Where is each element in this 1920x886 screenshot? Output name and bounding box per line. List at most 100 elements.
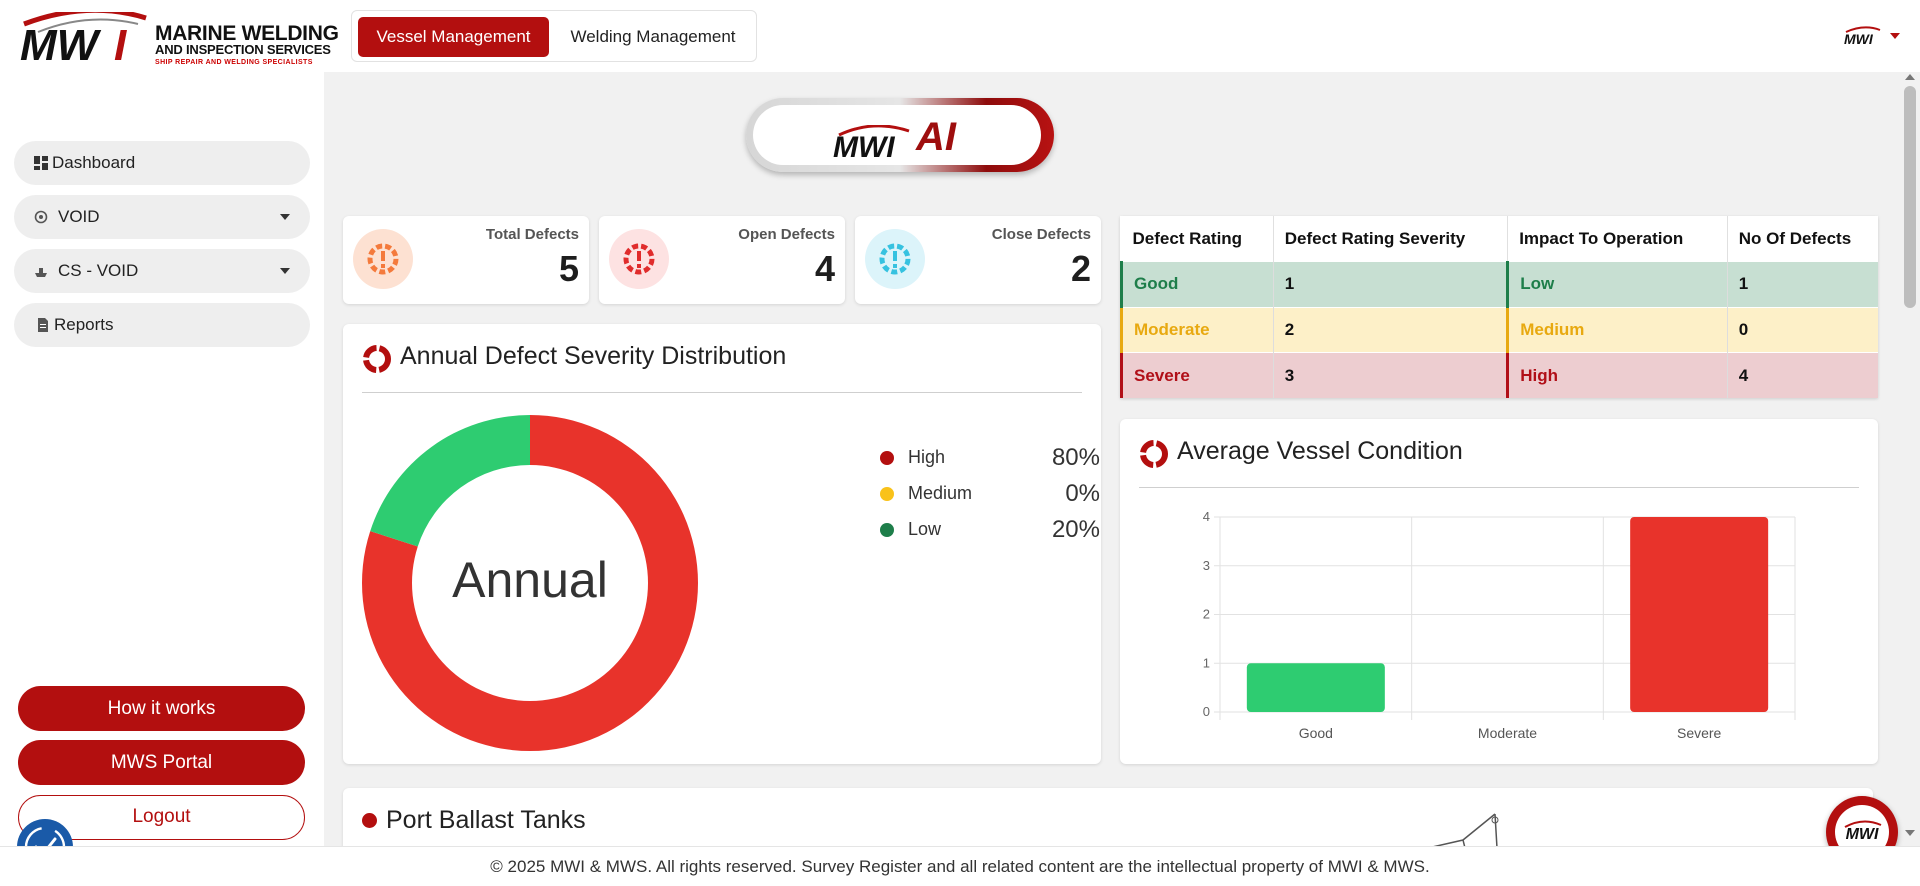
bar-good[interactable]	[1246, 663, 1385, 712]
severity-cell: 2	[1272, 306, 1508, 353]
column-header: Defect Rating	[1121, 216, 1274, 262]
count-cell: 4	[1726, 352, 1878, 398]
stat-title: Open Defects	[738, 226, 835, 243]
defect-gear-icon	[865, 229, 925, 289]
x-tick-label: Good	[1299, 725, 1333, 741]
rating-cell: Good	[1120, 261, 1274, 307]
user-menu[interactable]: MWI	[1838, 26, 1900, 46]
card-title: Annual Defect Severity Distribution	[400, 342, 787, 370]
sidebar-item-cs-void[interactable]: CS - VOID	[14, 249, 310, 293]
mwi-ring-icon	[363, 345, 391, 373]
ship-icon	[35, 268, 47, 277]
donut-slice-high[interactable]	[362, 415, 698, 752]
cycle-icon	[34, 210, 48, 224]
chevron-down-icon	[280, 214, 290, 220]
mwi-logo-mark: MW I	[20, 12, 147, 64]
scroll-down-icon[interactable]	[1905, 830, 1915, 836]
defect-gear-icon	[609, 229, 669, 289]
scroll-up-icon[interactable]	[1905, 74, 1915, 80]
stat-card-close-defects: Close Defects 2	[855, 216, 1101, 304]
severity-cell: 1	[1272, 261, 1508, 307]
crane-illustration-icon	[1433, 813, 1499, 846]
sidebar-item-dashboard[interactable]: Dashboard	[14, 141, 310, 185]
table-row: Moderate 2 Medium 0	[1120, 306, 1878, 353]
severity-cell: 3	[1272, 352, 1508, 398]
bar-severe[interactable]	[1630, 517, 1769, 712]
impact-cell: Medium	[1506, 306, 1728, 353]
tab-welding-management[interactable]: Welding Management	[570, 27, 736, 46]
module-tabs: Vessel Management Welding Management	[351, 10, 757, 62]
mwi-ai-badge[interactable]: MWI AI	[746, 98, 1054, 172]
column-header: No Of Defects	[1727, 216, 1878, 262]
sidebar-item-label: Reports	[54, 315, 114, 334]
vessel-condition-bar-chart: 0 1 2 3 4 Good Moderate Severe	[1203, 509, 1796, 741]
sidebar-item-label: CS - VOID	[58, 261, 139, 280]
section-bullet-icon	[362, 813, 377, 828]
y-tick-label: 1	[1203, 655, 1210, 670]
brand-line-3: SHIP REPAIR AND WELDING SPECIALISTS	[155, 59, 313, 66]
dashboard-icon	[34, 156, 48, 170]
legend-label: Medium	[908, 483, 973, 503]
main-scrollbar[interactable]	[1900, 72, 1920, 846]
main-content: MWI AI Total Defects 5 Open Defects 4 Cl…	[324, 72, 1900, 846]
sidebar-item-reports[interactable]: Reports	[14, 303, 310, 347]
stat-value: 2	[1070, 248, 1091, 289]
x-tick-label: Moderate	[1478, 725, 1537, 741]
table-header-row: Defect Rating Defect Rating Severity Imp…	[1121, 216, 1878, 262]
severity-donut-chart: Annual	[362, 415, 698, 752]
svg-text:MWI: MWI	[1846, 826, 1879, 843]
column-header: Impact To Operation	[1507, 216, 1728, 262]
brand-line-1: MARINE WELDING	[155, 22, 339, 45]
legend-item-low: Low 20%	[880, 516, 1100, 543]
card-title: Average Vessel Condition	[1177, 437, 1463, 465]
y-tick-label: 0	[1203, 704, 1210, 719]
donut-slice-low[interactable]	[370, 415, 530, 547]
mwi-ai-logo-mark: MWI	[833, 125, 910, 159]
legend-percent: 0%	[1065, 480, 1100, 507]
mws-portal-button[interactable]: MWS Portal	[18, 740, 305, 785]
legend-dot	[880, 487, 894, 501]
stat-value: 5	[558, 248, 579, 289]
mwi-chat-icon: MWI	[1844, 820, 1882, 843]
stat-title: Total Defects	[485, 226, 579, 243]
sidebar: Dashboard VOID CS - VOID Reports How it …	[0, 72, 324, 846]
legend-dot	[880, 523, 894, 537]
footer-copyright: © 2025 MWI & MWS. All rights reserved. S…	[0, 846, 1920, 886]
defect-rating-table: Defect Rating Defect Rating Severity Imp…	[1120, 216, 1878, 398]
column-header: Defect Rating Severity	[1273, 216, 1509, 262]
y-tick-label: 4	[1203, 509, 1210, 524]
mwi-ring-icon	[1140, 440, 1168, 468]
rating-cell: Severe	[1120, 352, 1274, 398]
y-tick-label: 3	[1203, 558, 1210, 573]
scrollbar-thumb[interactable]	[1904, 86, 1916, 308]
legend-percent: 80%	[1051, 444, 1100, 471]
how-it-works-button[interactable]: How it works	[18, 686, 305, 731]
x-tick-label: Severe	[1677, 725, 1722, 741]
ai-label: AI	[916, 115, 956, 159]
table-row: Good 1 Low 1	[1120, 261, 1878, 307]
svg-text:MWI: MWI	[1844, 31, 1874, 46]
brand-logo[interactable]: MW I MARINE WELDING AND INSPECTION SERVI…	[18, 8, 339, 66]
legend-item-high: High 80%	[880, 444, 1100, 471]
sidebar-item-void[interactable]: VOID	[14, 195, 310, 239]
stat-card-total-defects: Total Defects 5	[343, 216, 589, 304]
sidebar-item-label: VOID	[58, 207, 100, 226]
legend-percent: 20%	[1051, 516, 1100, 543]
stat-card-open-defects: Open Defects 4	[599, 216, 845, 304]
sidebar-item-label: Dashboard	[52, 153, 136, 172]
user-logo-icon: MWI	[1844, 26, 1881, 46]
section-title: Port Ballast Tanks	[386, 806, 586, 834]
brand-line-2: AND INSPECTION SERVICES	[155, 42, 331, 57]
legend-item-medium: Medium 0%	[880, 480, 1100, 507]
tab-vessel-management[interactable]: Vessel Management	[358, 17, 549, 57]
svg-text:MW: MW	[20, 21, 102, 64]
table-row: Severe 3 High 4	[1120, 352, 1878, 398]
annual-severity-card: Annual Defect Severity Distribution Annu…	[343, 324, 1101, 764]
svg-text:MWI: MWI	[833, 131, 895, 159]
donut-center-label: Annual	[452, 552, 608, 608]
y-tick-label: 2	[1203, 607, 1210, 622]
defect-gear-icon	[353, 229, 413, 289]
svg-text:I: I	[114, 21, 127, 64]
chevron-down-icon	[1890, 33, 1900, 39]
port-ballast-tanks-section[interactable]: Port Ballast Tanks	[343, 788, 1873, 846]
